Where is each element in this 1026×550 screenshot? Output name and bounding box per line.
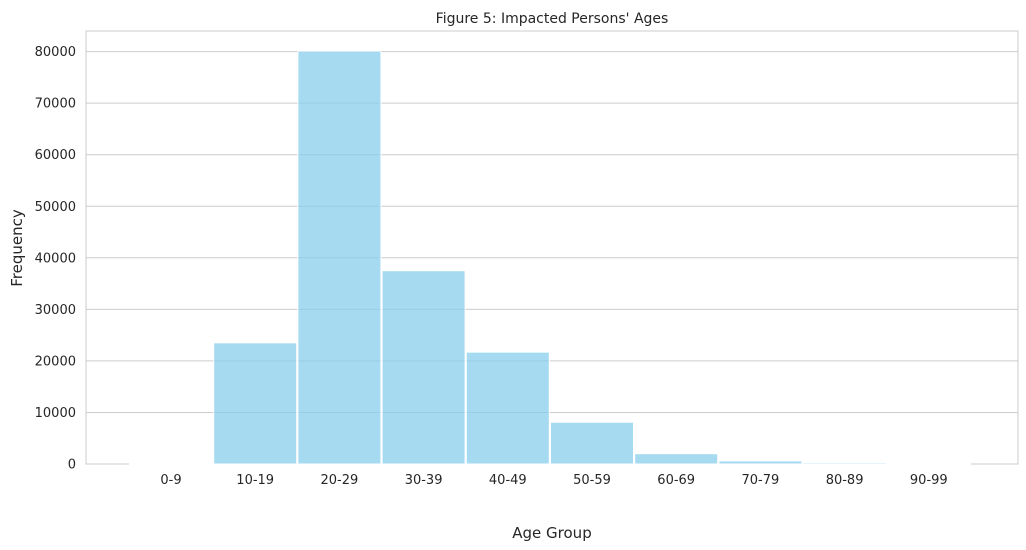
x-tick-label: 30-39 (405, 473, 443, 488)
y-tick-label: 70000 (35, 97, 76, 112)
bar-50-59 (550, 421, 634, 465)
chart-title: Figure 5: Impacted Persons' Ages (436, 11, 669, 27)
y-tick-label: 40000 (35, 251, 76, 266)
bars (129, 50, 971, 465)
bar-40-49 (465, 351, 550, 465)
bar-30-39 (381, 270, 466, 465)
bar-20-29 (297, 50, 382, 465)
y-tick-labels: 0 10000 20000 30000 40000 50000 60000 70000 8000… (35, 45, 76, 472)
bar-0-9 (129, 462, 213, 465)
y-tick-label: 10000 (35, 406, 76, 421)
bar-90-99 (886, 462, 971, 465)
x-tick-label: 40-49 (489, 473, 527, 488)
x-tick-label: 80-89 (826, 473, 864, 488)
x-tick-label: 60-69 (657, 473, 695, 488)
x-tick-label: 0-9 (160, 473, 181, 488)
bar-80-89 (802, 462, 887, 465)
x-axis-label: Age Group (512, 524, 591, 542)
y-tick-label: 30000 (35, 303, 76, 318)
x-tick-label: 20-29 (321, 473, 359, 488)
y-axis-label: Frequency (8, 209, 26, 287)
x-tick-label: 70-79 (742, 473, 780, 488)
x-tick-label: 90-99 (910, 473, 948, 488)
y-tick-label: 0 (68, 458, 76, 473)
y-tick-label: 50000 (35, 200, 76, 215)
y-tick-label: 60000 (35, 148, 76, 163)
bar-70-79 (718, 460, 803, 465)
x-tick-label: 50-59 (573, 473, 611, 488)
x-tick-label: 10-19 (236, 473, 274, 488)
y-tick-label: 80000 (35, 45, 76, 60)
bar-60-69 (634, 453, 719, 465)
x-tick-labels: 0-9 10-19 20-29 30-39 40-49 50-59 60-69 70-79 80… (160, 473, 947, 488)
y-tick-label: 20000 (35, 354, 76, 369)
bar-10-19 (213, 342, 298, 465)
